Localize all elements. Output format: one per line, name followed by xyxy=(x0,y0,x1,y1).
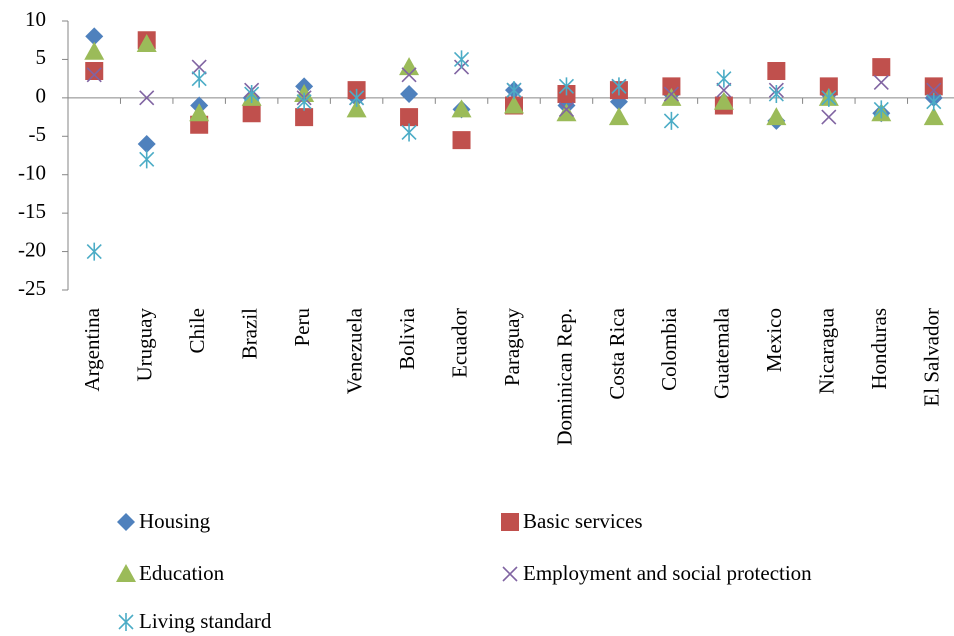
marker xyxy=(506,81,522,100)
marker xyxy=(191,59,207,75)
marker xyxy=(296,92,312,111)
marker xyxy=(451,99,472,118)
marker xyxy=(244,85,260,104)
marker xyxy=(85,27,104,46)
marker xyxy=(558,77,575,96)
marker xyxy=(349,88,365,107)
marker xyxy=(401,67,417,83)
marker xyxy=(558,101,575,117)
marker xyxy=(401,123,417,142)
x-tick-label: El Salvador xyxy=(920,308,944,407)
marker xyxy=(504,95,524,114)
marker xyxy=(926,82,942,98)
marker xyxy=(923,107,944,126)
marker xyxy=(661,87,682,106)
marker xyxy=(821,88,837,107)
marker xyxy=(713,91,734,110)
marker xyxy=(453,50,470,69)
x-tick-label: Uruguay xyxy=(133,308,157,382)
marker xyxy=(872,58,891,77)
legend-item: Employment and social protection xyxy=(502,561,812,585)
marker xyxy=(400,108,419,127)
x-tick-label: Costa Rica xyxy=(605,307,629,399)
x-tick-label: Venezuela xyxy=(342,307,366,394)
marker xyxy=(399,57,420,76)
y-tick-label: 0 xyxy=(36,84,47,108)
y-tick-label: 10 xyxy=(25,7,46,31)
x-tick-label: Peru xyxy=(290,308,314,347)
legend-item: Living standard xyxy=(118,609,272,633)
legend-item: Education xyxy=(116,561,225,585)
x-tick-label: Argentina xyxy=(80,307,104,391)
marker xyxy=(117,513,135,531)
marker xyxy=(346,99,367,118)
marker xyxy=(662,77,681,96)
y-tick-label: 5 xyxy=(36,45,47,69)
marker xyxy=(116,564,136,582)
marker xyxy=(767,61,786,80)
marker xyxy=(295,108,314,127)
marker xyxy=(716,82,732,98)
marker xyxy=(663,111,679,130)
marker xyxy=(136,34,157,53)
x-tick-label: Chile xyxy=(185,308,209,354)
marker xyxy=(191,69,207,88)
legend-label: Basic services xyxy=(523,509,643,533)
marker xyxy=(926,92,942,111)
marker xyxy=(189,103,210,122)
marker xyxy=(716,69,732,88)
x-tick-label: Nicaragua xyxy=(815,307,839,394)
legend-label: Education xyxy=(139,561,225,585)
legend-label: Living standard xyxy=(139,609,272,633)
marker xyxy=(139,150,155,169)
marker xyxy=(556,103,577,122)
x-tick-label: Brazil xyxy=(237,308,261,359)
legend-label: Employment and social protection xyxy=(523,561,812,585)
marker xyxy=(663,86,679,102)
marker xyxy=(819,77,838,96)
marker xyxy=(400,85,419,104)
marker xyxy=(86,242,102,261)
x-tick-label: Colombia xyxy=(657,307,681,391)
marker xyxy=(85,61,104,80)
marker xyxy=(924,77,943,96)
marker xyxy=(137,134,156,153)
marker xyxy=(502,566,518,582)
legend-item: Housing xyxy=(117,509,211,533)
marker xyxy=(139,90,155,106)
marker xyxy=(86,67,102,83)
legend-label: Housing xyxy=(139,509,211,533)
x-tick-label: Bolivia xyxy=(395,307,419,370)
y-tick-label: -25 xyxy=(18,276,46,300)
marker xyxy=(608,107,629,126)
marker xyxy=(768,85,784,104)
marker xyxy=(84,41,105,60)
marker xyxy=(501,513,519,531)
x-tick-label: Mexico xyxy=(762,308,786,372)
x-tick-label: Ecuador xyxy=(447,308,471,378)
x-tick-label: Paraguay xyxy=(500,308,524,387)
marker xyxy=(873,100,889,119)
y-tick-label: -20 xyxy=(18,237,46,261)
x-tick-label: Guatemala xyxy=(710,307,734,399)
marker xyxy=(611,77,627,96)
y-tick-label: -15 xyxy=(18,199,46,223)
x-tick-label: Dominican Rep. xyxy=(552,308,576,446)
y-tick-label: -5 xyxy=(29,122,47,146)
marker xyxy=(766,107,787,126)
marker xyxy=(118,613,134,631)
marker xyxy=(873,74,889,91)
y-tick-label: -10 xyxy=(18,161,46,185)
marker xyxy=(242,104,261,123)
marker xyxy=(452,131,471,150)
x-tick-label: Honduras xyxy=(867,308,891,390)
marker xyxy=(821,109,837,125)
legend-item: Basic services xyxy=(501,509,643,533)
